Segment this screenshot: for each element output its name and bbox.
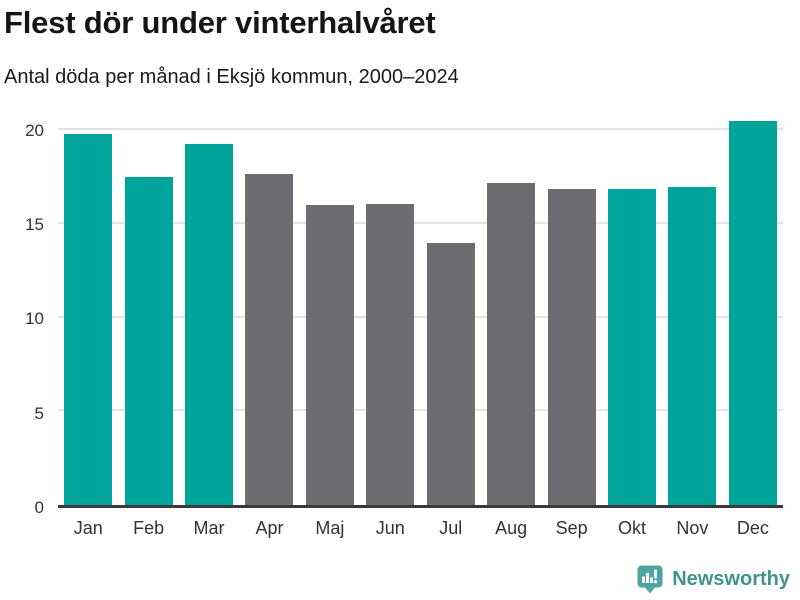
brand-name: Newsworthy — [672, 567, 790, 590]
bar-Nov — [668, 186, 717, 505]
y-axis: 0 5 10 15 20 — [0, 108, 44, 517]
bar-slot-Aug — [481, 108, 541, 505]
plot-area — [58, 108, 783, 508]
bar-Mar — [185, 143, 234, 505]
bar-slot-Jan — [58, 108, 118, 505]
x-tick-label-Okt: Okt — [618, 518, 647, 538]
bar-slot-Okt — [602, 108, 662, 505]
bar-Feb — [124, 177, 173, 505]
bar-Maj — [305, 205, 354, 505]
bar-slot-Feb — [118, 108, 178, 505]
bar-slot-Apr — [239, 108, 299, 505]
x-tick-label-Maj: Maj — [315, 518, 345, 538]
bar-slot-Nov — [662, 108, 722, 505]
x-tick-label-Jun: Jun — [375, 518, 405, 538]
bar-Jan — [64, 134, 113, 505]
y-tick-label-10: 10 — [25, 309, 44, 329]
bar-Aug — [487, 182, 536, 505]
bar-slot-Jul — [421, 108, 481, 505]
x-axis: Jan Feb Mar Apr Maj Jun Jul Aug Sep Okt Nov Dec — [58, 518, 783, 539]
x-tick-label-Sep: Sep — [555, 518, 588, 538]
y-tick-label-15: 15 — [25, 214, 44, 234]
x-tick-label-Aug: Aug — [495, 518, 528, 538]
gridline-20 — [58, 128, 783, 131]
y-tick-label-0: 0 — [34, 498, 44, 517]
x-tick-label-Dec: Dec — [736, 518, 769, 538]
x-tick-label-Mar: Mar — [193, 518, 225, 538]
x-tick-label-Feb: Feb — [133, 518, 165, 538]
x-tick-label-Jan: Jan — [73, 518, 103, 538]
newsworthy-logo-icon — [637, 565, 663, 594]
bar-Jul — [426, 242, 475, 505]
x-tick-label-Apr: Apr — [255, 518, 284, 538]
bar-slot-Mar — [179, 108, 239, 505]
bar-slot-Jun — [360, 108, 420, 505]
bar-slot-Dec — [723, 108, 783, 505]
x-tick-label-Nov: Nov — [676, 518, 709, 538]
bar-Jun — [366, 203, 415, 505]
y-tick-label-20: 20 — [25, 120, 44, 140]
gridline-15 — [58, 222, 783, 225]
bar-slot-Maj — [300, 108, 360, 505]
y-tick-label-5: 5 — [34, 403, 44, 423]
brand-footer: Newsworthy — [635, 563, 790, 595]
bar-Apr — [245, 173, 294, 505]
bar-Okt — [608, 188, 656, 505]
chart-subtitle: Antal döda per månad i Eksjö kommun, 200… — [4, 66, 459, 88]
bar-Dec — [728, 121, 777, 505]
chart-title: Flest dör under vinterhalvåret — [4, 5, 436, 40]
x-tick-label-Jul: Jul — [439, 518, 463, 538]
bar-Sep — [547, 188, 596, 505]
bar-slot-Sep — [541, 108, 601, 505]
gridline-5 — [58, 409, 783, 412]
gridline-10 — [58, 315, 783, 318]
